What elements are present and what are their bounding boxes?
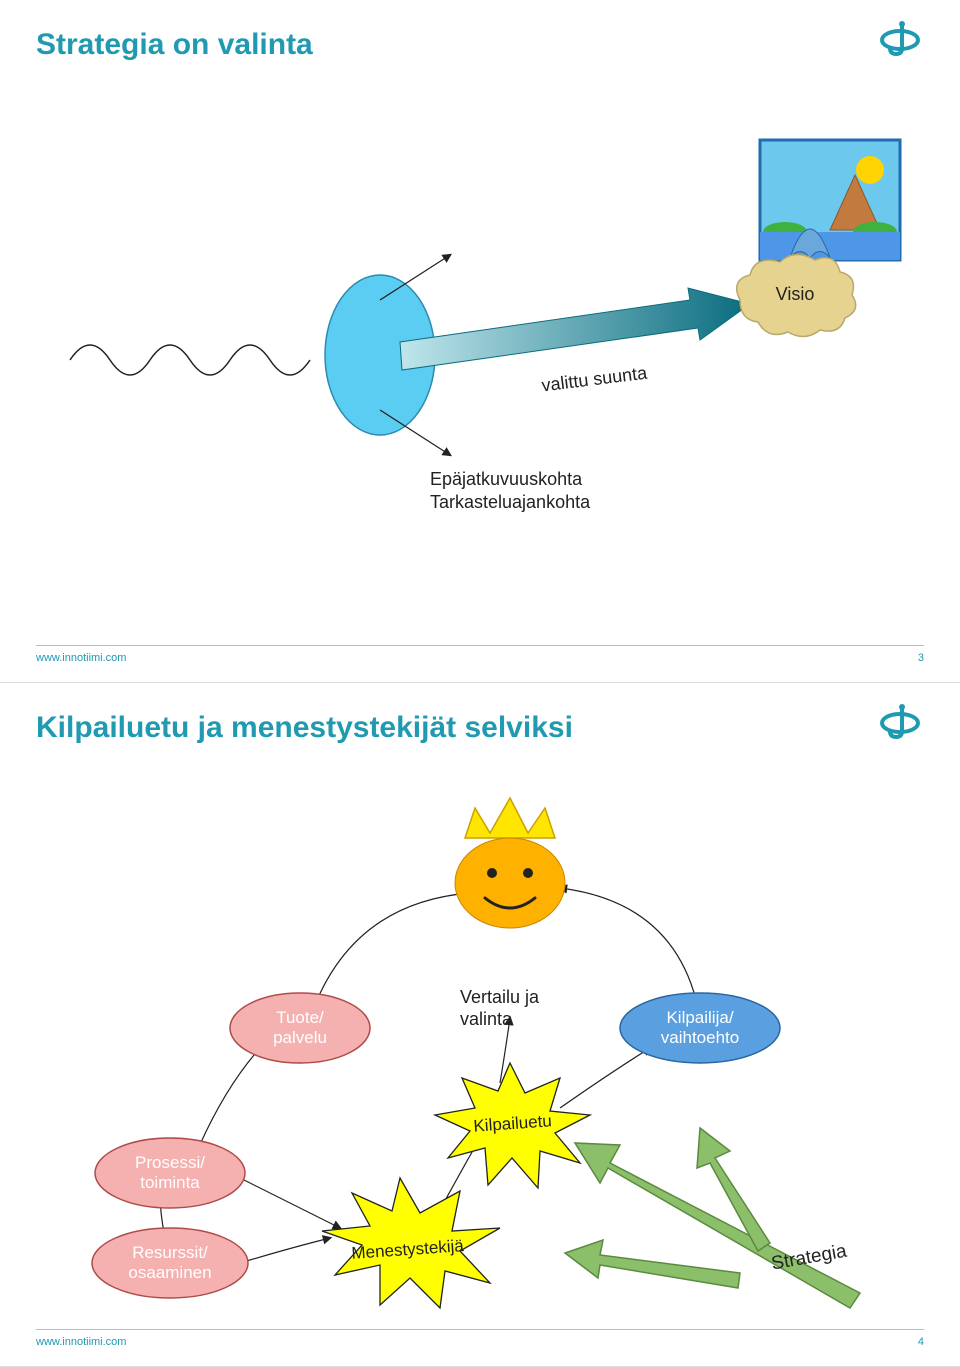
landscape-picture <box>760 140 900 260</box>
node-resurssit: Resurssit/ osaaminen <box>92 1228 248 1298</box>
star-kilpailuetu: Kilpailuetu <box>435 1063 590 1188</box>
node-resurssit-line1: Resurssit/ <box>132 1243 208 1262</box>
crowned-face <box>455 798 565 928</box>
epajat-line2: Tarkasteluajankohta <box>430 492 591 512</box>
node-kilpailija: Kilpailija/ vaihtoehto <box>620 993 780 1063</box>
wave-line <box>70 345 310 375</box>
strategia-arrows: Strategia <box>565 1128 860 1308</box>
footer-url: www.innotiimi.com <box>36 1336 126 1348</box>
star-menestys: Menestystekijä <box>322 1178 500 1308</box>
epajat-line1: Epäjatkuvuuskohta <box>430 469 583 489</box>
valittu-suunta-label: valittu suunta <box>540 363 649 396</box>
visio-cloud: Visio <box>737 254 856 336</box>
node-tuote: Tuote/ palvelu <box>230 993 370 1063</box>
vertailu-line2: valinta <box>460 1009 513 1029</box>
page-number: 4 <box>918 1336 924 1348</box>
node-prosessi-line1: Prosessi/ <box>135 1153 205 1172</box>
diagram-2: Tuote/ palvelu Vertailu ja valinta Kilpa… <box>0 683 960 1367</box>
main-arrow <box>400 288 750 370</box>
visio-label: Visio <box>776 284 815 304</box>
node-tuote-line1: Tuote/ <box>276 1008 324 1027</box>
node-tuote-line2: palvelu <box>273 1028 327 1047</box>
node-resurssit-line2: osaaminen <box>128 1263 211 1282</box>
node-prosessi: Prosessi/ toiminta <box>95 1138 245 1208</box>
footer: www.innotiimi.com 3 <box>36 645 924 664</box>
edge-kilpailuetu-kilpailija <box>560 1048 650 1108</box>
edge-prosessi-menestys1 <box>230 1173 340 1228</box>
edge-res-menestys2 <box>240 1238 330 1263</box>
node-kilpailija-line2: vaihtoehto <box>661 1028 739 1047</box>
slide-1: Strategia on valinta <box>0 0 960 683</box>
slide-2: Kilpailuetu ja menestystekijät selviksi <box>0 683 960 1367</box>
node-kilpailija-line1: Kilpailija/ <box>666 1008 733 1027</box>
diagram-1: Visio valittu suunta Epäjatkuvuuskohta T… <box>0 0 960 683</box>
footer-url: www.innotiimi.com <box>36 652 126 664</box>
footer: www.innotiimi.com 4 <box>36 1329 924 1348</box>
node-prosessi-line2: toiminta <box>140 1173 200 1192</box>
vertailu-line1: Vertailu ja <box>460 987 540 1007</box>
page-number: 3 <box>918 652 924 664</box>
